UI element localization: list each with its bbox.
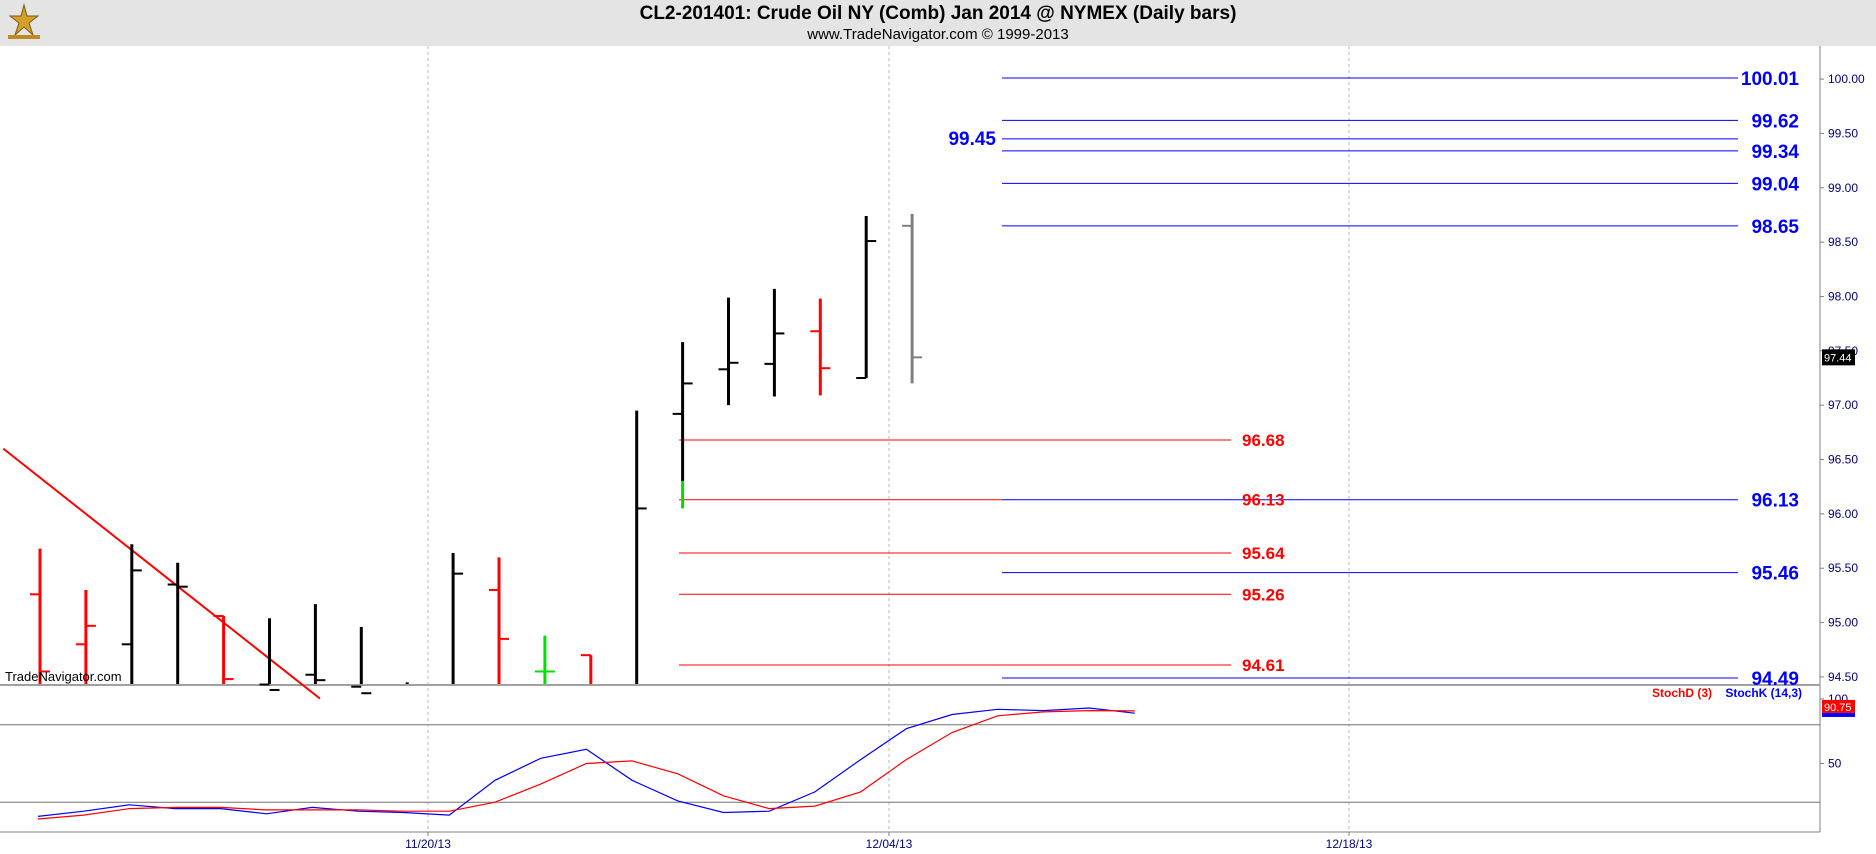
- ohlc-bar: [856, 216, 877, 379]
- red-level-label: 94.61: [1242, 656, 1285, 675]
- price-tick-label: 95.00: [1828, 616, 1858, 630]
- stoch-last-value: 90.75: [1824, 702, 1852, 714]
- last-price-badge: [1822, 349, 1855, 366]
- blue-level-label: 99.04: [1751, 174, 1799, 195]
- ohlc-bar: [75, 589, 96, 684]
- blue-level-label: 100.01: [1741, 69, 1800, 90]
- date-label: 12/18/13: [1326, 837, 1373, 851]
- blue-level-label: 98.65: [1751, 217, 1799, 238]
- red-level-label: 96.68: [1242, 431, 1285, 450]
- ohlc-bar: [489, 557, 509, 684]
- legend-stoch-k: StochK (14,3): [1725, 686, 1802, 700]
- ohlc-bar: [121, 544, 142, 684]
- price-tick-label: 94.50: [1828, 670, 1858, 684]
- price-axis: 100.0099.5099.0098.5098.0097.5097.0096.5…: [1820, 72, 1865, 684]
- ohlc-bar: [351, 626, 372, 695]
- stoch-value-badge-bottom: [1822, 712, 1855, 717]
- red-level-label: 96.13: [1242, 491, 1285, 510]
- blue-level-label: 99.34: [1751, 142, 1799, 163]
- ohlc-bar: [580, 654, 593, 684]
- blue-level-label: 95.46: [1751, 564, 1799, 585]
- date-label: 11/20/13: [405, 837, 451, 851]
- stoch-value-badge-top: [1822, 699, 1855, 713]
- price-tick-label: 100.00: [1828, 72, 1865, 86]
- red-level-label: 95.26: [1242, 585, 1285, 604]
- last-price-label: 97.44: [1824, 352, 1852, 364]
- ohlc-bar: [167, 562, 188, 684]
- ohlc-bar: [259, 618, 280, 691]
- price-tick-label: 96.50: [1828, 453, 1858, 467]
- blue-level-label: 99.62: [1751, 111, 1799, 132]
- blue-level-label: 96.13: [1751, 491, 1799, 512]
- price-tick-label: 97.00: [1828, 398, 1858, 412]
- blue-level-label: 94.49: [1751, 669, 1799, 690]
- ohlc-bar: [902, 213, 923, 384]
- price-tick-label: 99.50: [1828, 126, 1858, 140]
- watermark-text: TradeNavigator.com: [5, 669, 122, 684]
- chart-title: CL2-201401: Crude Oil NY (Comb) Jan 2014…: [639, 3, 1237, 24]
- grid: 11/20/13 12/04/13 12/18/13: [405, 46, 1373, 851]
- ohlc-bar: [718, 297, 739, 406]
- ohlc-bar: [213, 615, 234, 684]
- ohlc-bar: [810, 298, 831, 396]
- chart-header: [0, 0, 1876, 46]
- blue-level-label: 99.45: [948, 129, 996, 150]
- price-tick-label: 95.50: [1828, 561, 1858, 575]
- price-bars: [30, 213, 923, 695]
- panel-frame: [0, 46, 1821, 833]
- price-tick-label: 98.00: [1828, 289, 1858, 303]
- legend-stoch-d: StochD (3): [1652, 686, 1712, 700]
- stoch-tick-label: 50: [1828, 757, 1842, 771]
- ohlc-bar: [451, 553, 464, 684]
- trendline-layer: [2, 447, 321, 700]
- ohlc-bar: [534, 635, 555, 684]
- ohlc-bar: [305, 604, 326, 684]
- tradenavigator-logo-icon: [8, 3, 40, 39]
- red-level-label: 95.64: [1242, 544, 1285, 563]
- stoch-d-line: [37, 709, 1135, 820]
- chart-subtitle: www.TradeNavigator.com © 1999-2013: [807, 26, 1069, 43]
- ohlc-bar: [30, 548, 50, 684]
- trendline: [2, 447, 321, 700]
- ohlc-bar: [672, 342, 693, 482]
- level-lines: 100.01 99.62 99.45 99.34 99.04 98.65 96.13 95.4…: [679, 69, 1799, 690]
- date-label: 12/04/13: [866, 837, 913, 851]
- ohlc-bar: [764, 288, 785, 397]
- price-tick-label: 98.50: [1828, 235, 1858, 249]
- price-tick-label: 99.00: [1828, 181, 1858, 195]
- price-tick-label: 96.00: [1828, 507, 1858, 521]
- ohlc-bar: [635, 410, 647, 684]
- stoch-k-line: [37, 707, 1135, 817]
